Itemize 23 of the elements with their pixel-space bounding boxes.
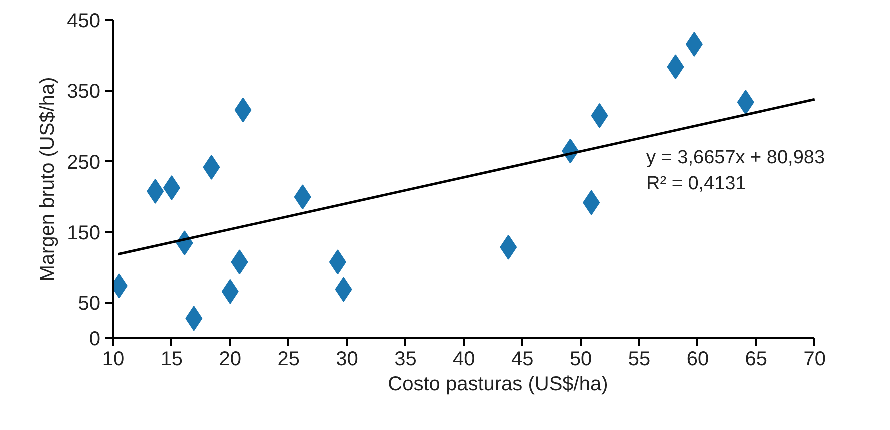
x-tick-label: 15: [160, 348, 184, 370]
x-tick-label: 30: [336, 348, 358, 370]
y-tick-label: 450: [67, 10, 101, 32]
x-tick-label: 25: [278, 348, 300, 370]
x-tick-label: 60: [686, 348, 710, 370]
x-tick-label: 50: [570, 348, 592, 370]
x-tick-label: 45: [512, 348, 534, 370]
annotation: R² = 0,4131: [646, 174, 746, 194]
y-axis-title: Margen bruto (US$/ha): [37, 77, 60, 282]
x-tick-label: 40: [453, 348, 476, 370]
x-tick-label: 70: [804, 348, 826, 370]
x-tick-label: 65: [745, 348, 768, 370]
annotation: y = 3,6657x + 80,983: [646, 148, 826, 168]
y-tick-label: 50: [78, 293, 101, 316]
x-tick-label: 35: [394, 348, 417, 370]
x-axis-title: Costo pasturas (US$/ha): [388, 374, 608, 396]
y-tick-label: 150: [67, 222, 101, 244]
x-tick-label: 10: [102, 348, 125, 370]
y-tick-label: 0: [89, 328, 100, 350]
y-tick-label: 350: [67, 81, 101, 104]
x-tick-label: 55: [628, 348, 651, 370]
x-tick-label: 20: [219, 348, 242, 370]
y-tick-label: 250: [67, 152, 101, 174]
